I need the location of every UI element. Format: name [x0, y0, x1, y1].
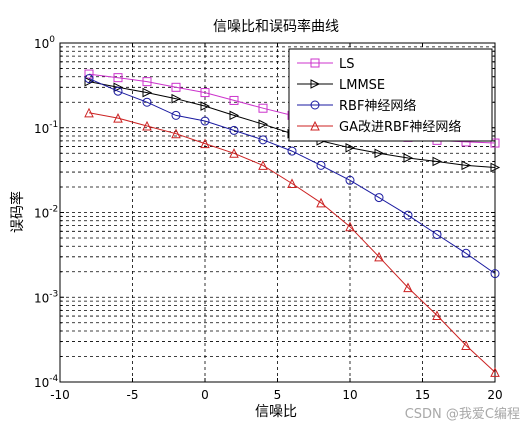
series-marker — [287, 178, 297, 188]
series-marker — [113, 112, 123, 123]
y-tick-exponent: -4 — [49, 374, 58, 384]
series-marker — [229, 95, 239, 105]
series-marker — [374, 148, 385, 159]
series-marker — [142, 77, 152, 87]
chart-title: 信噪比和误码率曲线 — [213, 18, 339, 35]
series-marker — [171, 110, 181, 120]
series-marker — [84, 76, 95, 87]
series-marker — [403, 210, 413, 220]
series-marker — [258, 160, 268, 170]
series-marker — [229, 125, 239, 135]
series-line — [88, 78, 496, 275]
y-tick-exponent: -3 — [49, 289, 58, 299]
x-tick-label: 5 — [274, 388, 282, 402]
x-tick-label: -5 — [127, 388, 139, 402]
x-tick-label: -10 — [50, 388, 70, 402]
series-marker — [113, 86, 123, 96]
series-marker — [403, 282, 413, 293]
legend: LS LMMSE RBF神经网络 GA改进RBF神经网络 — [288, 48, 493, 142]
x-tick-label: 10 — [342, 388, 357, 402]
series-marker — [310, 100, 320, 110]
y-tick-base: 10 — [34, 376, 49, 390]
series-marker — [310, 58, 320, 68]
series-marker — [432, 156, 443, 167]
x-tick-label: 20 — [487, 388, 502, 402]
series-marker — [374, 251, 384, 262]
y-tick-base: 10 — [34, 291, 49, 305]
series-marker — [84, 74, 94, 84]
series-marker — [142, 87, 153, 98]
series-marker — [461, 340, 471, 350]
series-marker — [171, 82, 181, 92]
series-marker — [316, 160, 326, 170]
legend-label: LS — [339, 57, 355, 72]
series-marker — [316, 197, 326, 208]
y-tick-label: 10-3 — [34, 289, 58, 305]
series-marker — [490, 162, 501, 173]
series-marker — [200, 116, 210, 126]
series-marker — [142, 120, 152, 131]
series-marker — [171, 93, 182, 104]
series-marker — [258, 135, 268, 145]
y-tick-label: 10-4 — [34, 374, 59, 390]
y-tick-base: 10 — [34, 37, 49, 51]
x-tick-label: 0 — [201, 388, 209, 402]
series-marker — [84, 69, 94, 79]
series-marker — [403, 153, 414, 163]
series-marker — [310, 120, 320, 131]
series-marker — [345, 221, 355, 232]
series-marker — [287, 146, 297, 156]
watermark-text: CSDN @我爱C编程 — [404, 407, 520, 422]
series-marker — [345, 142, 356, 153]
y-tick-label: 100 — [34, 35, 55, 51]
y-tick-exponent: -2 — [49, 205, 58, 215]
series-marker — [432, 310, 442, 320]
legend-label: LMMSE — [339, 78, 385, 93]
y-tick-exponent: 0 — [49, 35, 55, 45]
y-tick-base: 10 — [34, 122, 49, 136]
series-3 — [84, 107, 500, 377]
series-marker — [461, 160, 472, 171]
series-marker — [345, 175, 355, 185]
series-marker — [310, 79, 321, 89]
series-2 — [84, 74, 500, 279]
series-marker — [461, 248, 471, 258]
series-marker — [258, 103, 268, 113]
series-marker — [258, 119, 269, 130]
y-axis-label: 误码率 — [9, 191, 26, 233]
series-marker — [490, 269, 500, 279]
series-marker — [490, 138, 500, 148]
series-marker — [374, 193, 384, 203]
legend-label: RBF神经网络 — [339, 98, 416, 114]
series-marker — [200, 101, 211, 111]
y-tick-exponent: -1 — [49, 120, 58, 130]
series-marker — [84, 107, 94, 118]
y-tick-label: 10-2 — [34, 205, 58, 221]
series-marker — [200, 88, 210, 98]
series-marker — [113, 73, 123, 83]
series-marker — [229, 110, 240, 121]
series-marker — [490, 367, 500, 377]
x-axis-label: 信噪比 — [255, 404, 297, 420]
series-marker — [229, 148, 239, 158]
series-marker — [171, 128, 181, 139]
series-marker — [113, 82, 124, 93]
series-marker — [200, 138, 210, 149]
series-marker — [432, 230, 442, 240]
y-tick-label: 10-1 — [34, 120, 58, 136]
y-tick-base: 10 — [34, 207, 49, 221]
series-line — [88, 112, 496, 373]
series-marker — [142, 97, 152, 107]
x-tick-label: 15 — [415, 388, 430, 402]
legend-label: GA改进RBF神经网络 — [339, 119, 461, 135]
